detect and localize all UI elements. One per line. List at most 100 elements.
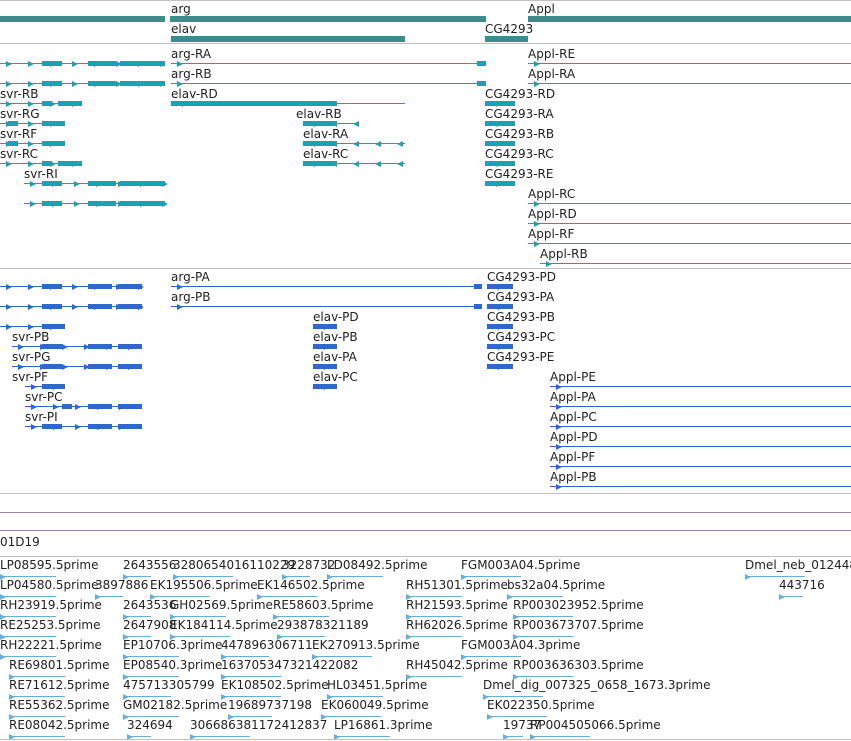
exon-box[interactable] — [485, 161, 515, 166]
exon-box[interactable] — [313, 324, 337, 329]
est-line[interactable] — [0, 656, 56, 657]
est-line[interactable] — [334, 736, 390, 737]
exon-box[interactable] — [118, 404, 142, 409]
exon-box[interactable] — [474, 304, 482, 309]
est-line[interactable] — [127, 736, 151, 737]
est-line[interactable] — [321, 716, 381, 717]
feature-line[interactable] — [550, 406, 851, 407]
est-line[interactable] — [0, 616, 56, 617]
exon-box[interactable] — [88, 61, 116, 66]
est-line[interactable] — [461, 576, 521, 577]
exon-box[interactable] — [88, 81, 116, 86]
exon-box[interactable] — [313, 364, 337, 369]
est-line[interactable] — [0, 636, 56, 637]
feature-line[interactable] — [25, 406, 142, 407]
est-line[interactable] — [190, 736, 250, 737]
feature-line[interactable] — [25, 426, 142, 427]
exon-box[interactable] — [88, 181, 116, 186]
feature-line[interactable] — [171, 83, 486, 84]
feature-line[interactable] — [0, 286, 142, 287]
est-line[interactable] — [123, 616, 151, 617]
est-line[interactable] — [406, 676, 462, 677]
est-line[interactable] — [170, 616, 226, 617]
gene-bar[interactable] — [171, 36, 405, 42]
est-line[interactable] — [123, 636, 151, 637]
exon-box[interactable] — [42, 101, 52, 106]
exon-box[interactable] — [88, 344, 112, 349]
exon-box[interactable] — [171, 101, 337, 106]
est-line[interactable] — [513, 616, 573, 617]
exon-box[interactable] — [303, 121, 337, 126]
exon-box[interactable] — [477, 61, 486, 66]
gene-bar[interactable] — [485, 36, 528, 42]
exon-box[interactable] — [42, 161, 52, 166]
exon-box[interactable] — [118, 284, 142, 289]
est-line[interactable] — [483, 696, 543, 697]
est-line[interactable] — [123, 716, 179, 717]
feature-line[interactable] — [550, 386, 851, 387]
est-line[interactable] — [123, 656, 179, 657]
exon-box[interactable] — [88, 304, 112, 309]
feature-line[interactable] — [171, 286, 482, 287]
feature-line[interactable] — [0, 163, 82, 164]
est-line[interactable] — [312, 656, 372, 657]
est-line[interactable] — [503, 736, 523, 737]
est-line[interactable] — [221, 656, 269, 657]
exon-box[interactable] — [58, 161, 82, 166]
est-line[interactable] — [461, 656, 521, 657]
feature-line[interactable] — [171, 63, 486, 64]
est-line[interactable] — [282, 576, 310, 577]
exon-box[interactable] — [118, 424, 142, 429]
exon-box[interactable] — [88, 201, 116, 206]
feature-line[interactable] — [528, 203, 851, 204]
gene-bar[interactable] — [0, 16, 165, 22]
exon-box[interactable] — [303, 161, 337, 166]
est-line[interactable] — [9, 716, 65, 717]
feature-line[interactable] — [528, 243, 851, 244]
est-line[interactable] — [406, 616, 462, 617]
exon-box[interactable] — [118, 304, 142, 309]
exon-box[interactable] — [487, 284, 513, 289]
est-line[interactable] — [9, 736, 65, 737]
feature-line[interactable] — [528, 63, 851, 64]
est-line[interactable] — [221, 696, 281, 697]
exon-box[interactable] — [42, 424, 62, 429]
exon-box[interactable] — [88, 364, 112, 369]
feature-line[interactable] — [550, 486, 851, 487]
exon-box[interactable] — [485, 121, 515, 126]
est-line[interactable] — [513, 676, 573, 677]
est-line[interactable] — [745, 576, 805, 577]
feature-line[interactable] — [12, 346, 142, 347]
est-line[interactable] — [327, 576, 383, 577]
exon-box[interactable] — [485, 141, 515, 146]
est-line[interactable] — [123, 696, 171, 697]
feature-line[interactable] — [12, 366, 142, 367]
exon-box[interactable] — [487, 364, 513, 369]
est-line[interactable] — [123, 576, 151, 577]
est-line[interactable] — [9, 676, 65, 677]
feature-line[interactable] — [0, 83, 165, 84]
feature-line[interactable] — [0, 306, 142, 307]
est-line[interactable] — [150, 596, 210, 597]
est-line[interactable] — [170, 636, 230, 637]
feature-line[interactable] — [0, 63, 165, 64]
est-line[interactable] — [406, 596, 462, 597]
est-line[interactable] — [273, 616, 329, 617]
est-line[interactable] — [221, 676, 281, 677]
exon-box[interactable] — [485, 181, 515, 186]
exon-box[interactable] — [487, 304, 513, 309]
est-line[interactable] — [123, 676, 179, 677]
feature-line[interactable] — [550, 426, 851, 427]
est-line[interactable] — [9, 696, 65, 697]
est-line[interactable] — [173, 576, 233, 577]
feature-line[interactable] — [550, 466, 851, 467]
est-line[interactable] — [0, 596, 56, 597]
exon-box[interactable] — [8, 121, 18, 126]
exon-box[interactable] — [62, 404, 72, 409]
exon-box[interactable] — [58, 101, 82, 106]
feature-line[interactable] — [171, 306, 482, 307]
est-line[interactable] — [779, 596, 803, 597]
exon-box[interactable] — [8, 141, 18, 146]
exon-box[interactable] — [474, 284, 482, 289]
